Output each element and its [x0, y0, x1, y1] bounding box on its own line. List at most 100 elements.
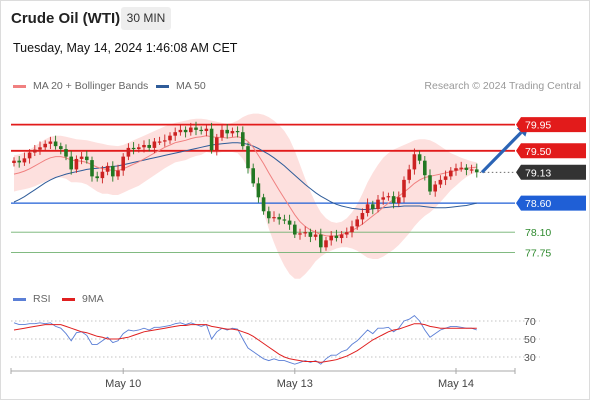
candle-body — [469, 169, 474, 171]
candle-body — [230, 131, 235, 134]
rsi-tick-label: 30 — [524, 352, 536, 364]
level-tag — [516, 164, 586, 180]
legend-rsi-label: RSI — [33, 293, 51, 305]
candle-body — [324, 240, 328, 248]
candle-body — [277, 217, 281, 220]
projection-arrow-shaft — [480, 131, 523, 174]
x-tick-label: May 10 — [105, 378, 141, 390]
candle-body — [303, 232, 307, 234]
candle-body — [85, 156, 89, 161]
candle-body — [386, 196, 391, 198]
legend-ma20-label: MA 20 + Bollinger Bands — [33, 80, 149, 92]
candle-body — [282, 219, 287, 221]
level-label: 77.75 — [525, 248, 551, 260]
rsi-tick-label: 70 — [524, 316, 536, 328]
candle-body — [199, 129, 203, 132]
candle-body — [438, 179, 443, 185]
candle-body — [27, 152, 32, 159]
x-tick-label: May 13 — [277, 378, 313, 390]
candle-body — [319, 234, 323, 248]
candle-body — [329, 235, 333, 241]
candle-body — [423, 160, 427, 176]
candle-body — [371, 204, 375, 209]
candle-body — [69, 156, 73, 170]
candle-body — [142, 144, 146, 148]
candle-body — [152, 141, 157, 148]
candle-body — [433, 184, 437, 192]
candle-body — [298, 233, 302, 235]
candle-body — [90, 160, 94, 177]
candle-body — [345, 232, 349, 235]
level-tag — [516, 117, 586, 133]
candle-body — [360, 213, 365, 220]
candle-body — [53, 141, 58, 147]
rsi-tick-label: 50 — [524, 334, 536, 346]
candle-body — [308, 232, 313, 237]
candle-body — [402, 179, 406, 198]
candle-body — [105, 165, 110, 172]
candle-body — [194, 127, 198, 130]
candle-body — [189, 127, 193, 133]
candle-body — [33, 149, 37, 153]
candle-body — [355, 219, 359, 227]
candle-body — [121, 156, 125, 171]
candle-body — [38, 147, 42, 150]
candle-body — [79, 156, 84, 159]
x-tick-label: May 14 — [438, 378, 474, 390]
candle-body — [272, 217, 276, 219]
candle-body — [428, 175, 432, 192]
candle-body — [241, 132, 245, 147]
candle-body — [59, 146, 63, 150]
candle-body — [350, 226, 354, 233]
rsi-swatch-icon — [13, 297, 26, 301]
ma20-swatch-icon — [13, 84, 26, 88]
rsi-ma-swatch-icon — [62, 297, 75, 301]
level-tag-label: 79.95 — [525, 120, 551, 132]
candle-body — [64, 149, 68, 157]
candle-body — [407, 169, 411, 180]
instrument-title: Crude Oil (WTI) — [11, 10, 121, 27]
datetime-stamp: Tuesday, May 14, 2024 1:46:08 AM CET — [13, 41, 238, 55]
candle-body — [163, 140, 167, 142]
legend-rsi-ma-label: 9MA — [82, 293, 104, 305]
candle-body — [475, 169, 479, 173]
candle-body — [334, 235, 339, 239]
candle-body — [235, 131, 240, 133]
candle-body — [48, 141, 53, 144]
candle-body — [459, 167, 463, 169]
candle-body — [209, 128, 214, 151]
candle-body — [293, 224, 297, 235]
bollinger-bands — [14, 113, 477, 279]
legend-ma50-label: MA 50 — [176, 80, 206, 92]
legend-rsi-ma: 9MA — [62, 293, 104, 305]
candle-body — [116, 170, 120, 177]
candle-body — [17, 160, 21, 163]
candle-body — [417, 154, 422, 161]
candle-body — [137, 147, 141, 150]
candle-body — [251, 168, 255, 184]
level-tag — [516, 143, 586, 159]
level-tag — [516, 195, 586, 211]
candle-body — [22, 158, 27, 163]
candle-body — [215, 137, 219, 151]
timeframe-badge[interactable]: 30 MIN — [121, 7, 171, 30]
candle-body — [147, 144, 151, 148]
candle-body — [246, 146, 250, 169]
candle-body — [261, 197, 266, 212]
level-tag-label: 79.13 — [525, 167, 551, 179]
copyright-text: Research © 2024 Trading Central — [424, 80, 581, 92]
candle-body — [391, 196, 396, 204]
candle-body — [178, 129, 183, 133]
level-tag-label: 78.60 — [525, 198, 551, 210]
candle-body — [464, 167, 469, 170]
legend-ma20: MA 20 + Bollinger Bands — [13, 80, 148, 92]
level-tag-label: 79.50 — [525, 146, 551, 158]
candle-body — [313, 234, 318, 237]
candle-body — [95, 176, 99, 179]
candle-body — [381, 197, 385, 200]
level-label: 78.10 — [525, 227, 551, 239]
candle-body — [173, 132, 177, 136]
candle-body — [397, 197, 401, 204]
candle-body — [111, 165, 115, 177]
